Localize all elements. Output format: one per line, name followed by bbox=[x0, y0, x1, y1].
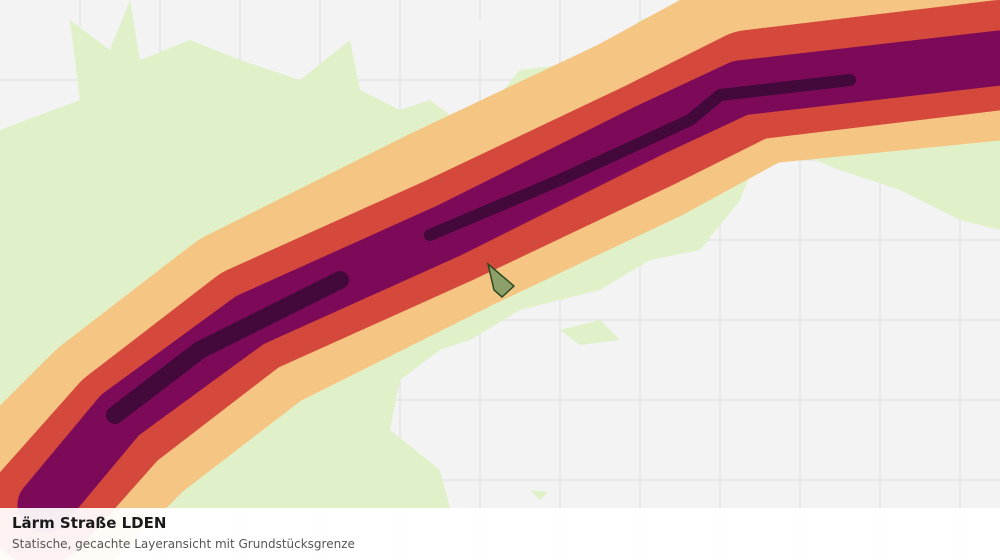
legend-panel: Lärm Straße LDEN Statische, gecachte Lay… bbox=[0, 508, 1000, 560]
parcel-boundary[interactable] bbox=[486, 261, 516, 299]
layer-title: Lärm Straße LDEN bbox=[12, 514, 167, 532]
layer-subtitle: Statische, gecachte Layeransicht mit Gru… bbox=[12, 537, 355, 551]
